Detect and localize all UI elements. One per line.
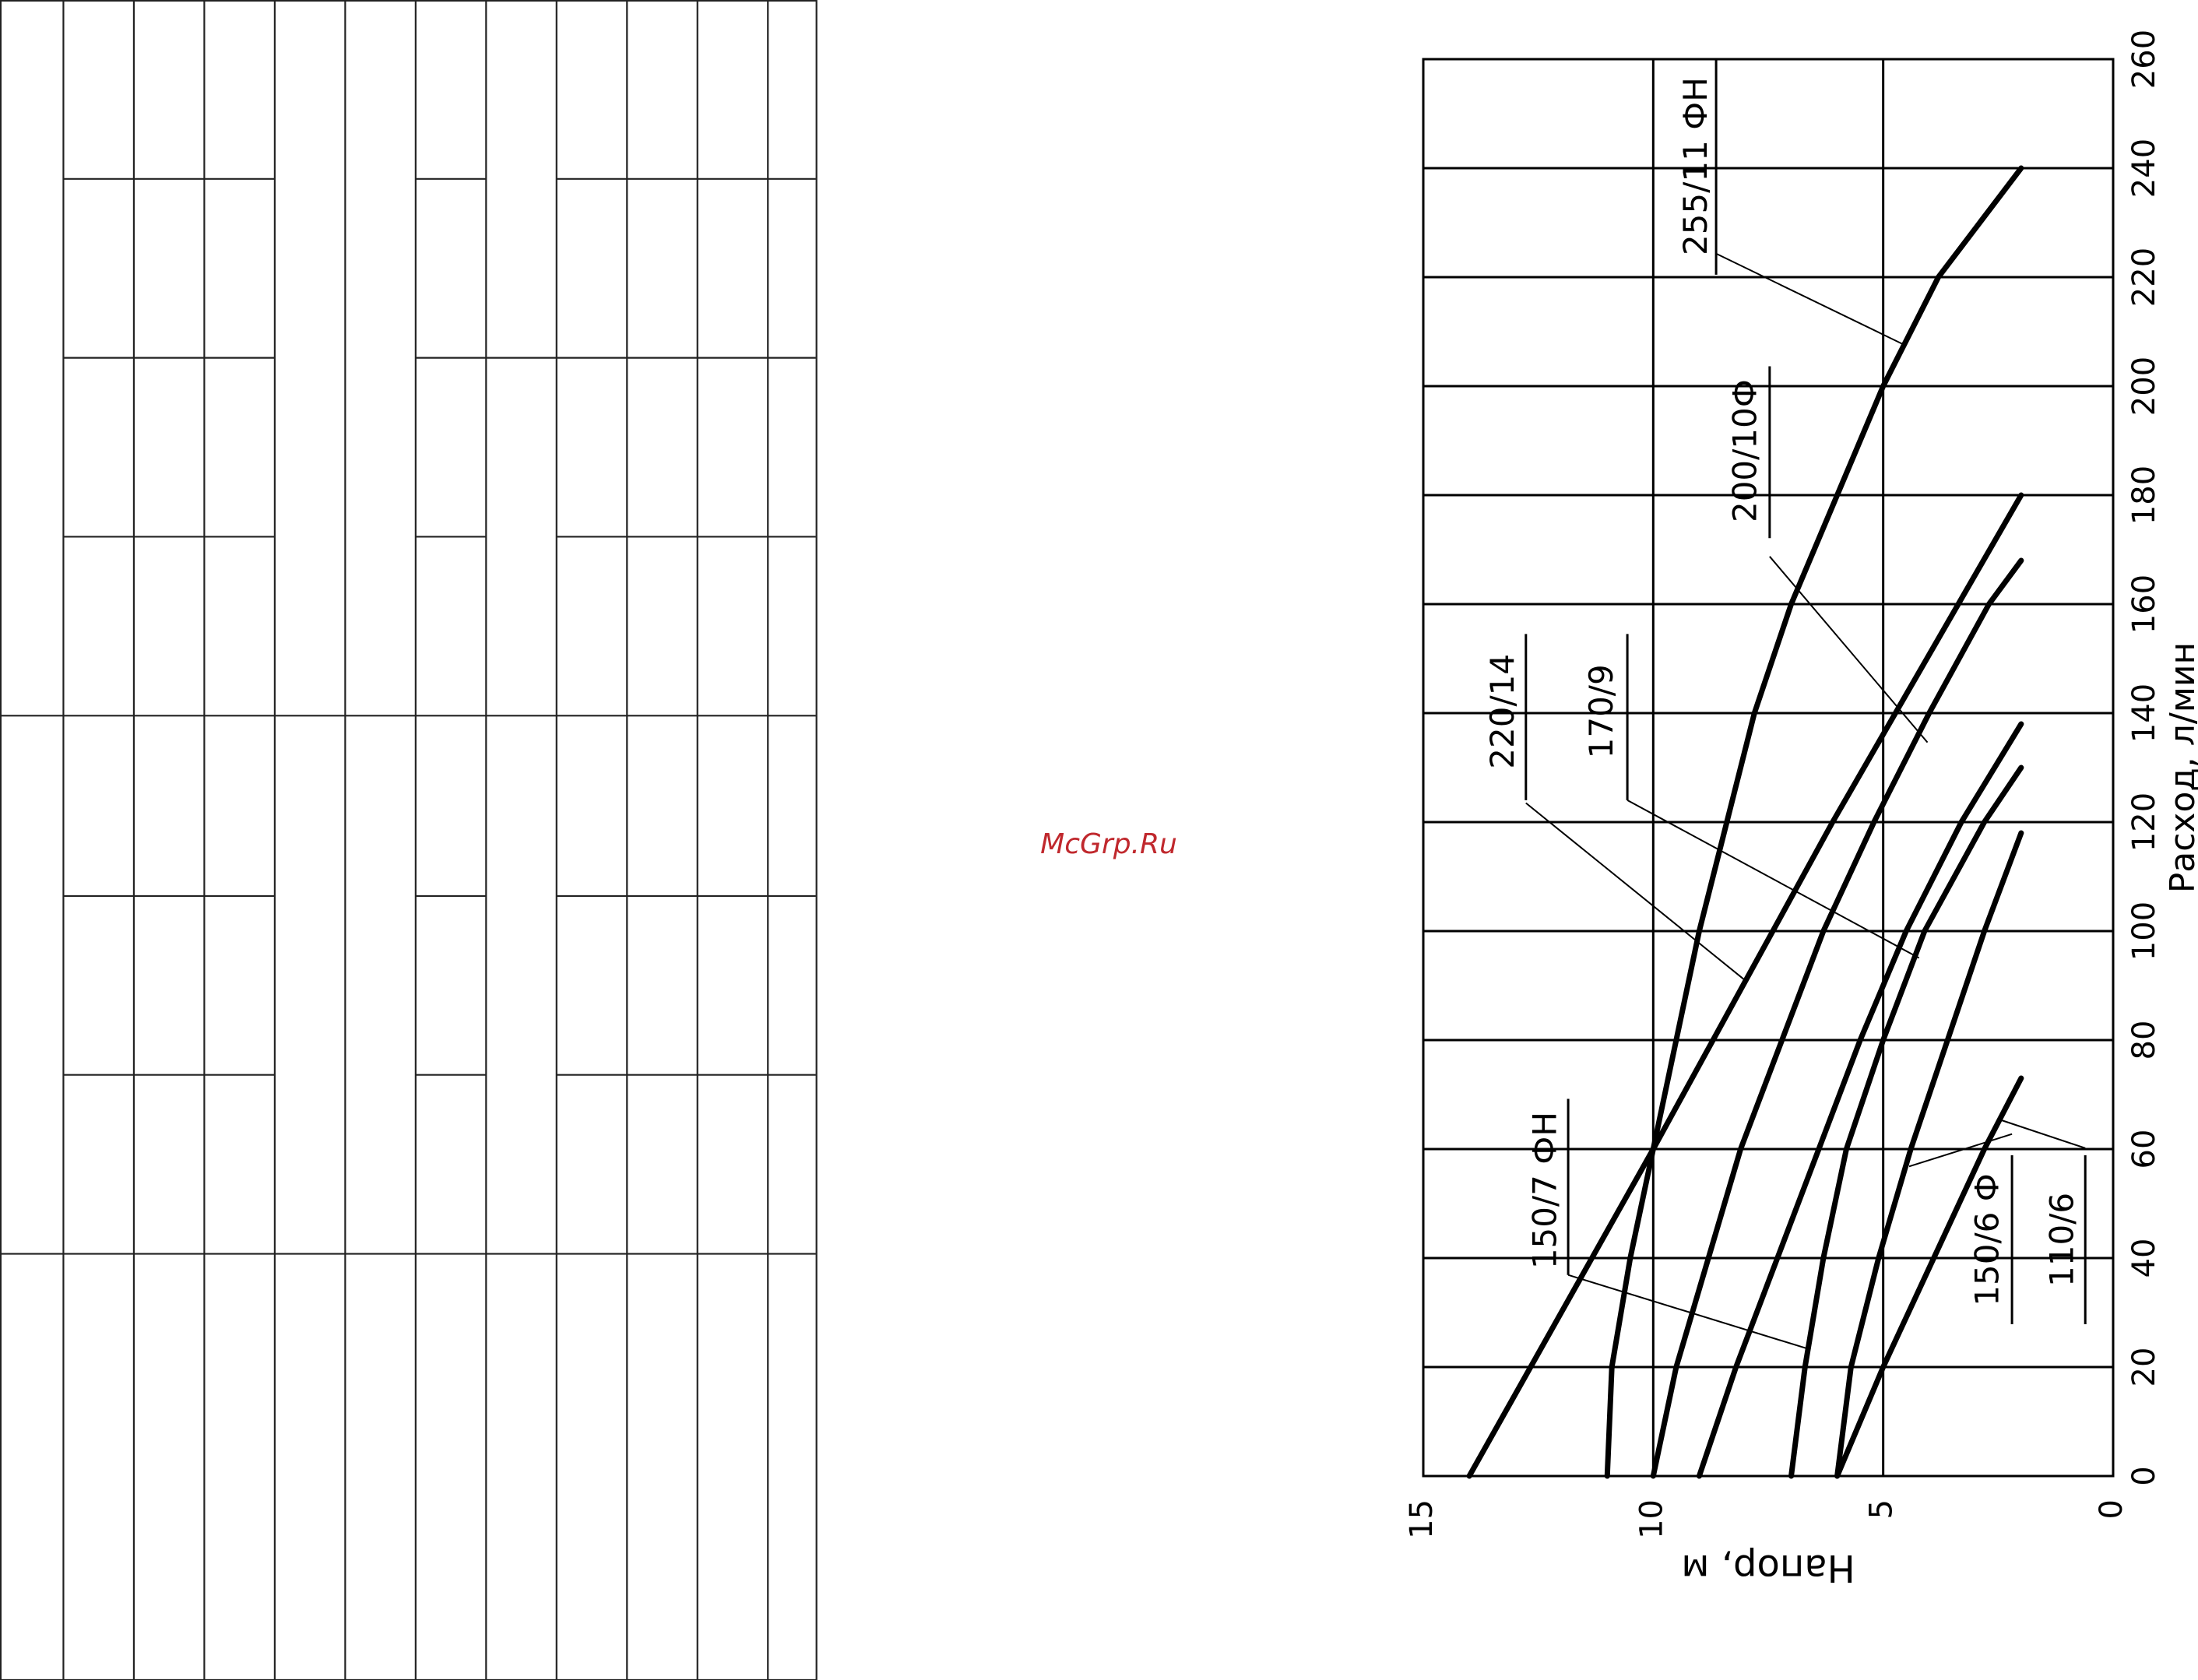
y-tick-label: 10 xyxy=(1634,1499,1669,1539)
empty-table xyxy=(0,0,818,1680)
x-tick-label: 80 xyxy=(2126,1021,2162,1060)
x-tick-label: 200 xyxy=(2126,357,2162,416)
pump-curve xyxy=(1696,721,2024,1479)
leader-line xyxy=(1567,1274,1811,1351)
pump-curve xyxy=(1466,492,2024,1479)
leader-line xyxy=(2000,1119,2086,1149)
series-label: 220/14 xyxy=(1483,654,1521,769)
pump-curve xyxy=(1604,165,2024,1479)
leader-line xyxy=(1715,252,1906,346)
leader-line xyxy=(1525,802,1748,983)
x-tick-label: 20 xyxy=(2126,1348,2162,1387)
series-label: 150/6 Ф xyxy=(1968,1173,2006,1306)
x-tick-label: 120 xyxy=(2126,793,2162,852)
x-tick-label: 220 xyxy=(2126,248,2162,307)
watermark: McGrp.Ru xyxy=(1040,828,1177,860)
x-tick-label: 180 xyxy=(2126,466,2162,525)
x-tick-label: 240 xyxy=(2126,139,2162,198)
x-tick-label: 60 xyxy=(2126,1130,2162,1169)
pump-curve xyxy=(1650,557,2024,1479)
pump-curve xyxy=(1834,1075,2024,1479)
x-tick-label: 260 xyxy=(2126,30,2162,89)
series-label: 255/11 ФН xyxy=(1676,77,1714,255)
x-tick-label: 0 xyxy=(2126,1466,2162,1485)
series-label: 200/10Ф xyxy=(1725,379,1764,522)
y-tick-label: 5 xyxy=(1864,1499,1900,1519)
x-tick-label: 140 xyxy=(2126,684,2162,743)
x-axis-label: Расход, л/мин xyxy=(2163,642,2198,894)
x-tick-label: 160 xyxy=(2126,575,2162,634)
series-label: 110/6 xyxy=(2043,1193,2081,1287)
y-axis-label: Напор, м xyxy=(1681,1546,1855,1590)
leader-line xyxy=(1908,1133,2013,1168)
leader-line xyxy=(1769,556,1929,743)
pump-curve xyxy=(1788,764,2024,1479)
leader-line xyxy=(1627,799,1920,959)
series-label: 170/9 xyxy=(1582,664,1620,758)
pump-curve xyxy=(1834,830,2024,1479)
y-tick-label: 0 xyxy=(2094,1499,2129,1519)
y-tick-label: 15 xyxy=(1404,1499,1440,1539)
series-label: 150/7 ФН xyxy=(1525,1112,1563,1269)
annotations: 255/11 ФН 200/10Ф 220/14 170/9 150/7 ФН 150/6… xyxy=(1483,59,2087,1351)
chart: 0 20 40 60 80 100 120 140 160 180 200 220 240 260 0 5 10… xyxy=(1404,30,2198,1590)
x-tick-label: 40 xyxy=(2126,1239,2162,1278)
x-tick-label: 100 xyxy=(2126,902,2162,961)
